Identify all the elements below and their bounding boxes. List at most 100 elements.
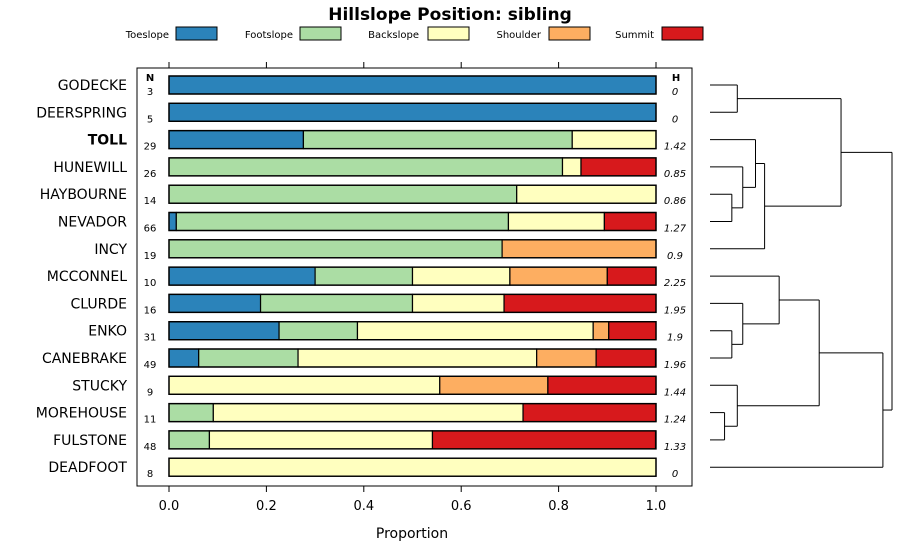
h-value: 0.86	[664, 196, 686, 207]
bar-segment	[439, 375, 549, 395]
row-label: TOLL	[88, 133, 127, 149]
legend-swatch	[548, 26, 591, 41]
bar-outline	[168, 402, 657, 423]
bar-segment	[571, 130, 657, 150]
row-label: ENKO	[88, 324, 127, 340]
h-value: 0.9	[667, 251, 683, 262]
bar-segment	[168, 293, 262, 313]
bar-outline	[168, 266, 657, 286]
legend: Toeslope Footslope Backslope Shoulder Summit	[125, 26, 704, 41]
bar-segment	[302, 130, 573, 150]
n-value: 16	[144, 305, 157, 316]
bar-outline	[168, 157, 657, 177]
legend-swatch	[427, 26, 470, 41]
bar-segment	[168, 211, 177, 232]
bar-outline	[168, 75, 657, 95]
n-value: 5	[147, 114, 153, 125]
x-tick-label: 0.6	[451, 499, 472, 514]
row-label: CANEBRAKE	[42, 351, 127, 367]
bar-segment	[168, 157, 564, 177]
legend-label: Backslope	[368, 30, 419, 41]
legend-swatch	[299, 26, 342, 41]
h-value: 1.9	[667, 333, 683, 344]
x-axis-title: Proportion	[376, 526, 448, 542]
h-value: 1.95	[664, 305, 686, 316]
x-tick-label: 0.8	[548, 499, 569, 514]
legend-label: Summit	[615, 30, 654, 41]
n-value: 48	[144, 442, 157, 453]
row-label: NEVADOR	[58, 215, 127, 231]
bar-segment	[168, 130, 305, 150]
legend-swatch	[661, 26, 704, 41]
n-value: 66	[144, 224, 157, 235]
bar-segment	[507, 211, 605, 232]
bar-outline	[168, 184, 657, 204]
n-value: 9	[147, 387, 153, 398]
bar-segment	[603, 211, 657, 232]
bar-outline	[168, 321, 657, 341]
bar-segment	[608, 321, 657, 341]
bar-segment	[168, 430, 211, 450]
bar-segment	[168, 239, 503, 259]
h-value: 0	[672, 87, 678, 98]
h-value: 1.24	[664, 415, 686, 426]
chart-title: Hillslope Position: sibling	[328, 5, 572, 25]
bar-segment	[168, 348, 200, 368]
bar-segment	[168, 184, 518, 204]
bar-segment	[431, 430, 657, 450]
x-tick-label: 0.4	[353, 499, 374, 514]
h-value: 1.33	[664, 442, 686, 453]
row-label: DEERSPRING	[36, 105, 127, 121]
n-value: 49	[144, 360, 157, 371]
h-value: 0	[672, 114, 678, 125]
row-label: GODECKE	[58, 78, 127, 94]
bar-segment	[168, 403, 214, 423]
legend-label: Toeslope	[125, 30, 169, 41]
x-axis: 0.0 0.2 0.4 0.6 0.8 1.0	[159, 62, 667, 514]
row-label: MCCONNEL	[47, 269, 127, 285]
bar-segment	[175, 211, 510, 232]
bar-segment	[278, 321, 359, 341]
n-value: 14	[144, 196, 157, 207]
bar-segment	[259, 293, 414, 313]
x-tick-label: 0.0	[159, 499, 180, 514]
n-column-header: N	[146, 73, 154, 84]
bar-segment	[595, 348, 657, 368]
bar-segment	[580, 157, 657, 177]
row-label: HUNEWILL	[53, 160, 127, 176]
bar-outline	[168, 239, 657, 259]
x-tick-label: 0.2	[256, 499, 277, 514]
h-value: 1.42	[664, 142, 686, 153]
n-value: 3	[147, 87, 153, 98]
h-value: 1.27	[664, 224, 687, 235]
bar-segment	[168, 457, 657, 477]
bar-segment	[198, 348, 299, 368]
x-tick-label: 1.0	[646, 499, 667, 514]
row-label: INCY	[94, 242, 127, 258]
bar-segment	[168, 102, 657, 122]
bar-outline	[168, 348, 657, 368]
h-column-header: H	[672, 73, 680, 84]
n-value: 19	[144, 251, 157, 262]
h-value: 0	[672, 469, 678, 480]
h-value: 1.96	[664, 360, 686, 371]
bar-segment	[561, 157, 582, 177]
bar-segment	[503, 293, 657, 313]
row-label: HAYBOURNE	[40, 187, 127, 203]
bar-segment	[411, 293, 505, 313]
bar-outline	[168, 293, 657, 314]
bar-segment	[509, 266, 608, 286]
bar-segment	[547, 375, 657, 395]
row-label: FULSTONE	[53, 433, 127, 449]
bar-segment	[411, 266, 511, 286]
legend-label: Shoulder	[496, 30, 541, 41]
legend-label: Footslope	[245, 30, 293, 41]
n-value: 8	[147, 469, 153, 480]
n-value: 26	[144, 169, 157, 180]
bar-outline	[168, 102, 657, 123]
h-value: 2.25	[664, 278, 686, 289]
bar-segment	[168, 375, 441, 395]
row-label: MOREHOUSE	[36, 406, 127, 422]
bar-outline	[168, 375, 657, 395]
